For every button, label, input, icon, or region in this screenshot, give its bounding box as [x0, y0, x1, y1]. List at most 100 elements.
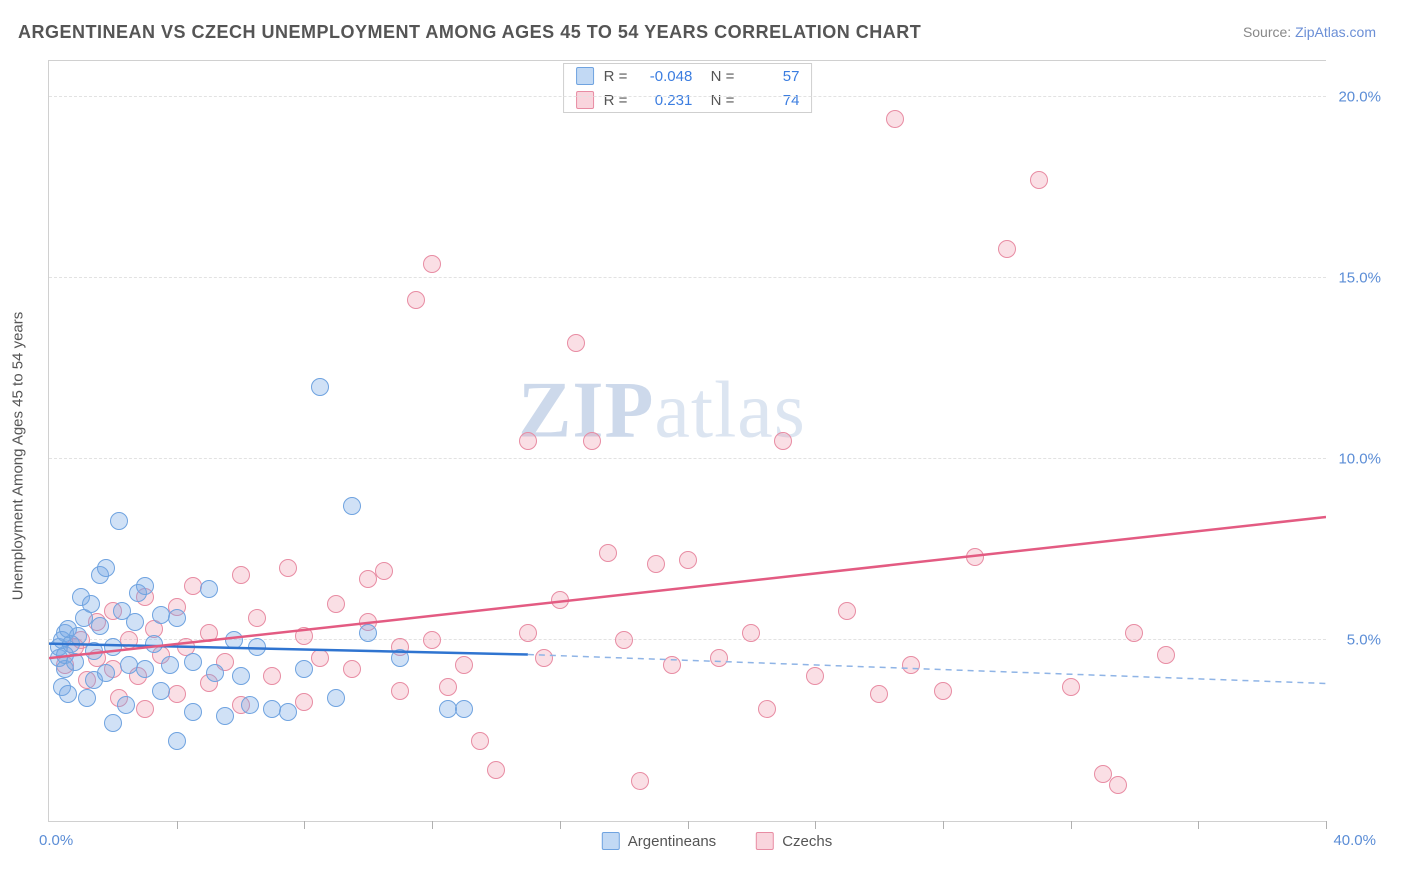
data-point: [870, 685, 888, 703]
gridline: [49, 96, 1326, 97]
data-point: [679, 551, 697, 569]
data-point: [91, 617, 109, 635]
data-point: [248, 609, 266, 627]
data-point: [886, 110, 904, 128]
x-tick: [1071, 821, 1072, 829]
data-point: [184, 703, 202, 721]
data-point: [117, 696, 135, 714]
data-point: [120, 631, 138, 649]
y-tick-label: 20.0%: [1338, 89, 1381, 106]
swatch-icon: [576, 91, 594, 109]
data-point: [248, 638, 266, 656]
data-point: [535, 649, 553, 667]
swatch-icon: [602, 832, 620, 850]
data-point: [391, 649, 409, 667]
y-tick-label: 5.0%: [1347, 632, 1381, 649]
x-tick: [688, 821, 689, 829]
source-link[interactable]: ZipAtlas.com: [1295, 24, 1376, 40]
data-point: [126, 613, 144, 631]
data-point: [168, 685, 186, 703]
data-point: [168, 609, 186, 627]
data-point: [599, 544, 617, 562]
data-point: [742, 624, 760, 642]
data-point: [551, 591, 569, 609]
data-point: [583, 432, 601, 450]
data-point: [263, 700, 281, 718]
source-label: Source: ZipAtlas.com: [1243, 24, 1376, 40]
data-point: [519, 432, 537, 450]
x-tick: [1198, 821, 1199, 829]
data-point: [97, 559, 115, 577]
x-axis-min-label: 0.0%: [39, 832, 73, 849]
swatch-icon: [756, 832, 774, 850]
x-tick: [815, 821, 816, 829]
chart-title: ARGENTINEAN VS CZECH UNEMPLOYMENT AMONG …: [18, 22, 921, 43]
data-point: [663, 656, 681, 674]
legend-item: Argentineans: [602, 832, 716, 850]
data-point: [232, 566, 250, 584]
data-point: [774, 432, 792, 450]
data-point: [758, 700, 776, 718]
data-point: [1094, 765, 1112, 783]
data-point: [407, 291, 425, 309]
data-point: [216, 707, 234, 725]
data-point: [647, 555, 665, 573]
data-point: [375, 562, 393, 580]
data-point: [343, 497, 361, 515]
data-point: [279, 559, 297, 577]
data-point: [710, 649, 728, 667]
data-point: [200, 580, 218, 598]
data-point: [631, 772, 649, 790]
data-point: [455, 700, 473, 718]
x-axis-max-label: 40.0%: [1333, 832, 1376, 849]
data-point: [439, 678, 457, 696]
x-tick: [943, 821, 944, 829]
data-point: [615, 631, 633, 649]
gridline: [49, 277, 1326, 278]
data-point: [78, 689, 96, 707]
data-point: [225, 631, 243, 649]
swatch-icon: [576, 67, 594, 85]
stats-legend-box: R =-0.048 N =57 R =0.231 N =74: [563, 63, 813, 113]
data-point: [136, 577, 154, 595]
data-point: [391, 682, 409, 700]
data-point: [998, 240, 1016, 258]
data-point: [455, 656, 473, 674]
plot-area: ZIPatlas R =-0.048 N =57 R =0.231 N =74 …: [48, 60, 1326, 822]
y-axis-label: Unemployment Among Ages 45 to 54 years: [10, 312, 27, 601]
data-point: [85, 642, 103, 660]
data-point: [152, 682, 170, 700]
data-point: [934, 682, 952, 700]
data-point: [66, 653, 84, 671]
x-tick: [304, 821, 305, 829]
data-point: [82, 595, 100, 613]
data-point: [1062, 678, 1080, 696]
legend-item: Czechs: [756, 832, 832, 850]
data-point: [1109, 776, 1127, 794]
stats-row: R =0.231 N =74: [564, 88, 812, 112]
data-point: [423, 255, 441, 273]
data-point: [1030, 171, 1048, 189]
data-point: [295, 693, 313, 711]
data-point: [200, 624, 218, 642]
data-point: [232, 667, 250, 685]
stats-row: R =-0.048 N =57: [564, 64, 812, 88]
data-point: [423, 631, 441, 649]
data-point: [206, 664, 224, 682]
data-point: [359, 624, 377, 642]
data-point: [327, 689, 345, 707]
data-point: [168, 732, 186, 750]
data-point: [241, 696, 259, 714]
data-point: [295, 627, 313, 645]
data-point: [343, 660, 361, 678]
data-point: [327, 595, 345, 613]
data-point: [1157, 646, 1175, 664]
data-point: [1125, 624, 1143, 642]
data-point: [263, 667, 281, 685]
data-point: [279, 703, 297, 721]
data-point: [110, 512, 128, 530]
x-tick: [432, 821, 433, 829]
data-point: [184, 577, 202, 595]
data-point: [838, 602, 856, 620]
data-point: [97, 664, 115, 682]
